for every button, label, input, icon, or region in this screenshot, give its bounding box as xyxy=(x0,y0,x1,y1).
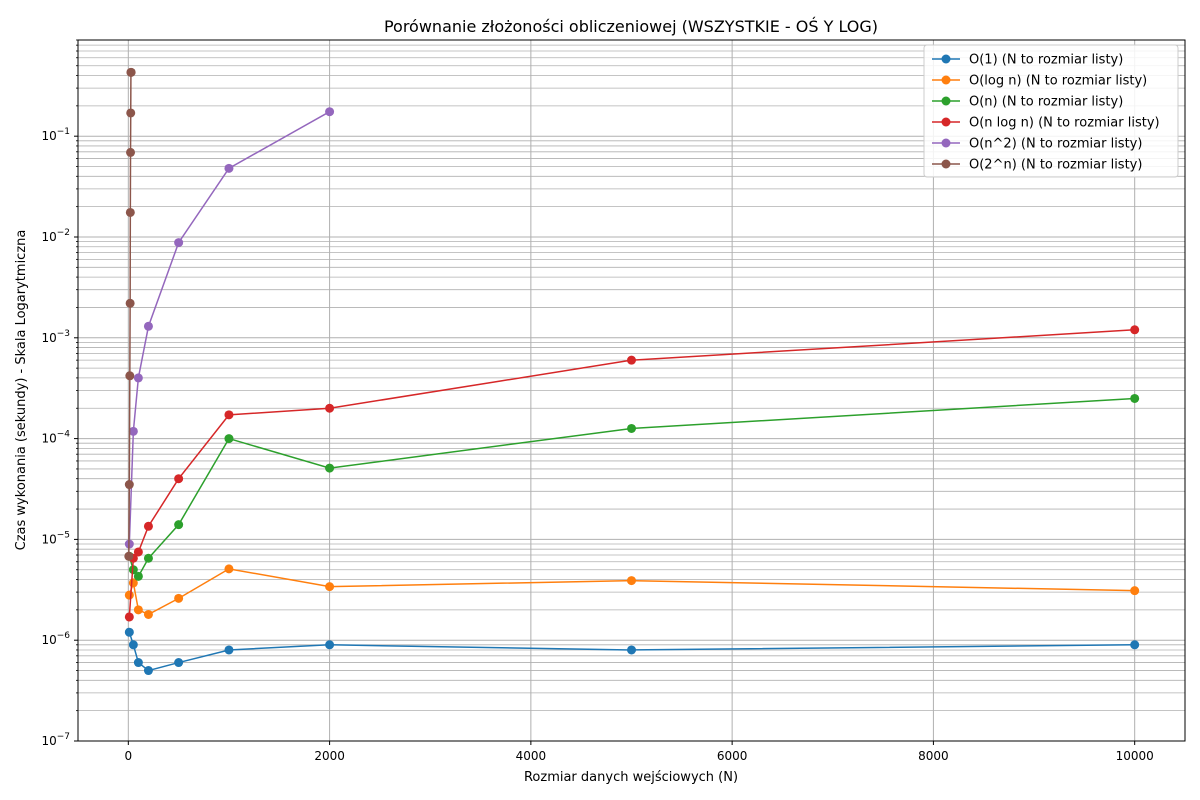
x-tick-label: 0 xyxy=(124,749,132,763)
x-tick-label: 10000 xyxy=(1116,749,1154,763)
data-point xyxy=(126,147,136,157)
series-2 xyxy=(124,393,1140,581)
data-point xyxy=(174,658,184,668)
data-point xyxy=(128,426,138,436)
data-point xyxy=(174,593,184,603)
data-point xyxy=(143,609,153,619)
legend-swatch-marker xyxy=(941,138,951,148)
legend-item: O(n^2) (N to rozmiar listy) xyxy=(932,137,1142,152)
data-point xyxy=(124,627,134,637)
x-tick-label: 6000 xyxy=(717,749,748,763)
legend-swatch-marker xyxy=(941,159,951,169)
legend-swatch-marker xyxy=(941,54,951,64)
data-point xyxy=(224,163,234,173)
data-point xyxy=(124,551,134,561)
x-tick-label: 2000 xyxy=(314,749,345,763)
series-line xyxy=(128,568,1135,616)
series-line xyxy=(128,329,1135,618)
y-tick-label: 10−3 xyxy=(41,329,70,345)
data-point xyxy=(125,371,135,381)
data-point xyxy=(174,238,184,248)
data-point xyxy=(1130,586,1140,596)
data-point xyxy=(325,640,335,650)
legend-label: O(n^2) (N to rozmiar listy) xyxy=(969,137,1142,152)
data-point xyxy=(224,645,234,655)
data-point xyxy=(325,107,335,117)
series-5 xyxy=(124,67,136,561)
legend-item: O(n) (N to rozmiar listy) xyxy=(932,95,1123,110)
legend-label: O(2^n) (N to rozmiar listy) xyxy=(969,158,1142,173)
data-point xyxy=(325,403,335,413)
data-point xyxy=(627,645,636,655)
y-tick-label: 10−2 xyxy=(41,228,70,244)
legend-item: O(n log n) (N to rozmiar listy) xyxy=(932,116,1160,131)
legend-label: O(n log n) (N to rozmiar listy) xyxy=(969,116,1160,131)
y-tick-label: 10−1 xyxy=(41,127,70,143)
data-point xyxy=(627,423,636,433)
x-axis-label: Rozmiar danych wejściowych (N) xyxy=(524,770,738,785)
data-point xyxy=(325,463,335,473)
series-0 xyxy=(124,627,1140,676)
data-point xyxy=(1130,640,1140,650)
data-point xyxy=(133,605,143,615)
data-point xyxy=(1130,393,1140,403)
y-tick-label: 10−5 xyxy=(41,530,70,546)
data-point xyxy=(133,547,143,557)
data-point xyxy=(133,373,143,383)
data-point xyxy=(125,207,135,217)
y-axis: 10−7 10−6 10−5 10−4 10−3 10−2 10−1 xyxy=(41,39,78,748)
data-point xyxy=(627,355,636,365)
data-point xyxy=(126,108,136,118)
data-point xyxy=(325,582,335,592)
data-point xyxy=(224,410,234,420)
legend-swatch-marker xyxy=(941,117,951,127)
series-layer xyxy=(124,67,1140,676)
legend-label: O(n) (N to rozmiar listy) xyxy=(969,95,1123,110)
legend-swatch-marker xyxy=(941,96,951,106)
legend-label: O(1) (N to rozmiar listy) xyxy=(969,53,1123,68)
x-axis: 0 2000 4000 6000 8000 10000 xyxy=(124,741,1154,763)
data-point xyxy=(128,640,138,650)
data-point xyxy=(124,590,134,600)
legend-item: O(1) (N to rozmiar listy) xyxy=(932,53,1123,68)
data-point xyxy=(174,520,184,530)
data-point xyxy=(124,480,134,490)
legend-label: O(log n) (N to rozmiar listy) xyxy=(969,74,1147,89)
legend-swatch-marker xyxy=(941,75,951,85)
data-point xyxy=(124,612,134,622)
x-tick-label: 8000 xyxy=(918,749,949,763)
data-point xyxy=(1130,325,1140,335)
x-tick-label: 4000 xyxy=(516,749,547,763)
y-tick-label: 10−4 xyxy=(41,430,70,446)
data-point xyxy=(133,571,143,581)
legend-item: O(log n) (N to rozmiar listy) xyxy=(932,74,1147,89)
series-4 xyxy=(124,107,335,549)
data-point xyxy=(133,658,143,668)
legend: O(1) (N to rozmiar listy) O(log n) (N to … xyxy=(923,44,1179,178)
series-3 xyxy=(124,325,1140,622)
data-point xyxy=(125,298,135,308)
data-point xyxy=(143,553,153,563)
data-point xyxy=(174,474,184,484)
data-point xyxy=(143,521,153,531)
series-1 xyxy=(124,564,1140,619)
data-point xyxy=(143,321,153,331)
chart-title: Porównanie złożoności obliczeniowej (WSZ… xyxy=(384,17,878,36)
y-tick-label: 10−7 xyxy=(41,732,70,748)
data-point xyxy=(224,564,234,574)
data-point xyxy=(224,434,234,444)
data-point xyxy=(126,67,136,77)
y-tick-label: 10−6 xyxy=(41,631,70,647)
data-point xyxy=(627,576,636,586)
y-axis-label: Czas wykonania (sekundy) - Skala Logaryt… xyxy=(14,230,29,551)
data-point xyxy=(143,666,153,676)
legend-frame xyxy=(923,44,1179,178)
legend-item: O(2^n) (N to rozmiar listy) xyxy=(932,158,1142,173)
data-point xyxy=(128,565,138,575)
